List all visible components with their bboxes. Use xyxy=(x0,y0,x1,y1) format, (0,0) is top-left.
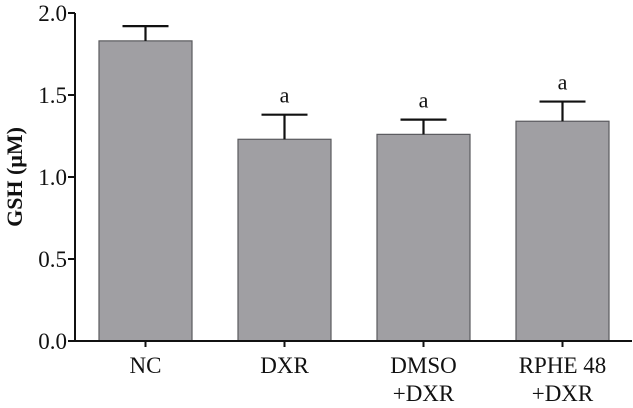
y-tick-label: 0.5 xyxy=(38,247,67,272)
bar-group: a xyxy=(237,83,332,342)
x-category-label: RPHE 48 xyxy=(519,353,607,378)
y-tick-label: 1.5 xyxy=(38,83,67,108)
significance-label: a xyxy=(280,83,290,108)
bar xyxy=(237,138,332,342)
bar-group: a xyxy=(515,70,610,342)
bar xyxy=(376,133,471,342)
y-tick-label: 0.0 xyxy=(38,329,67,354)
bar-group xyxy=(98,25,193,342)
x-category-label: DXR xyxy=(260,353,309,378)
x-category-label: +DXR xyxy=(532,381,594,406)
bars: a aa xyxy=(98,25,610,342)
x-category-label: NC xyxy=(130,353,162,378)
x-category-label: DMSO xyxy=(390,353,456,378)
y-tick-label: 2.0 xyxy=(38,1,67,26)
y-tick-label: 1.0 xyxy=(38,165,67,190)
x-axis: NC DXR DMSO +DXR RPHE 48 +DXR xyxy=(68,340,632,406)
y-axis: 0.0 0.5 1.0 1.5 2.0 xyxy=(38,1,76,354)
bar-group: a xyxy=(376,88,471,342)
x-category-label: +DXR xyxy=(393,381,455,406)
y-axis-label: GSH (μM) xyxy=(2,127,27,227)
bar xyxy=(515,120,610,342)
significance-label: a xyxy=(558,70,568,95)
significance-label: a xyxy=(419,88,429,113)
bar xyxy=(98,40,193,342)
